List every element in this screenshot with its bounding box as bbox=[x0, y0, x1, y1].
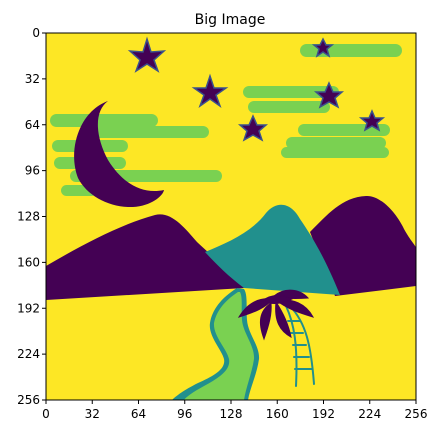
star-5 bbox=[313, 81, 345, 109]
x-tick-label: 32 bbox=[85, 407, 100, 421]
cloud-mid-right bbox=[248, 101, 330, 113]
cloud-right-lower bbox=[286, 137, 386, 149]
cloud-group bbox=[50, 44, 402, 196]
palm-leaf-left-bottom bbox=[259, 302, 272, 341]
x-tick-label: 160 bbox=[266, 407, 289, 421]
y-tick-label: 192 bbox=[17, 301, 40, 315]
star-3 bbox=[237, 114, 269, 142]
star-2 bbox=[191, 73, 229, 108]
star-group bbox=[127, 36, 386, 142]
cloud-left-top bbox=[50, 114, 158, 127]
x-axis: 0 32 64 96 128 160 192 224 256 bbox=[42, 400, 427, 421]
y-tick-label: 224 bbox=[17, 347, 40, 361]
x-tick-label: 192 bbox=[312, 407, 335, 421]
y-tick-label: 160 bbox=[17, 255, 40, 269]
chart-title: Big Image bbox=[195, 12, 266, 28]
right-mountain bbox=[310, 195, 416, 296]
y-tick-label: 0 bbox=[32, 26, 40, 40]
image-plot-area bbox=[46, 33, 416, 400]
palm-trunk-left-line bbox=[285, 305, 298, 387]
y-tick-label: 96 bbox=[25, 164, 40, 178]
center-mountain bbox=[205, 204, 340, 295]
cloud-upper-middle bbox=[243, 86, 339, 98]
river-path bbox=[184, 292, 255, 400]
x-tick-label: 0 bbox=[42, 407, 50, 421]
y-tick-label: 32 bbox=[25, 72, 40, 86]
palm-trunk-right-line bbox=[289, 305, 315, 385]
y-tick-label: 256 bbox=[17, 393, 40, 407]
palm-tree-trunk bbox=[285, 305, 315, 387]
palm-tree-leaves bbox=[237, 289, 315, 341]
x-tick-label: 128 bbox=[220, 407, 243, 421]
cloud-right-bottom bbox=[281, 147, 389, 158]
palm-leaf-left-top bbox=[237, 298, 274, 318]
y-tick-label: 128 bbox=[17, 210, 40, 224]
x-tick-label: 64 bbox=[131, 407, 146, 421]
palm-leaf-crown bbox=[261, 295, 294, 304]
y-axis: 0 32 64 96 128 160 192 224 256 bbox=[17, 26, 46, 407]
x-tick-label: 96 bbox=[177, 407, 192, 421]
left-mountain bbox=[46, 214, 244, 300]
palm-leaf-center-bottom bbox=[275, 300, 292, 338]
crescent-moon bbox=[74, 101, 164, 208]
y-tick-label: 64 bbox=[25, 118, 40, 132]
cloud-left-middle bbox=[91, 126, 209, 138]
star-6 bbox=[358, 109, 386, 132]
star-1 bbox=[127, 36, 167, 73]
star-4 bbox=[311, 37, 335, 58]
x-tick-label: 224 bbox=[358, 407, 381, 421]
x-tick-label: 256 bbox=[405, 407, 428, 421]
